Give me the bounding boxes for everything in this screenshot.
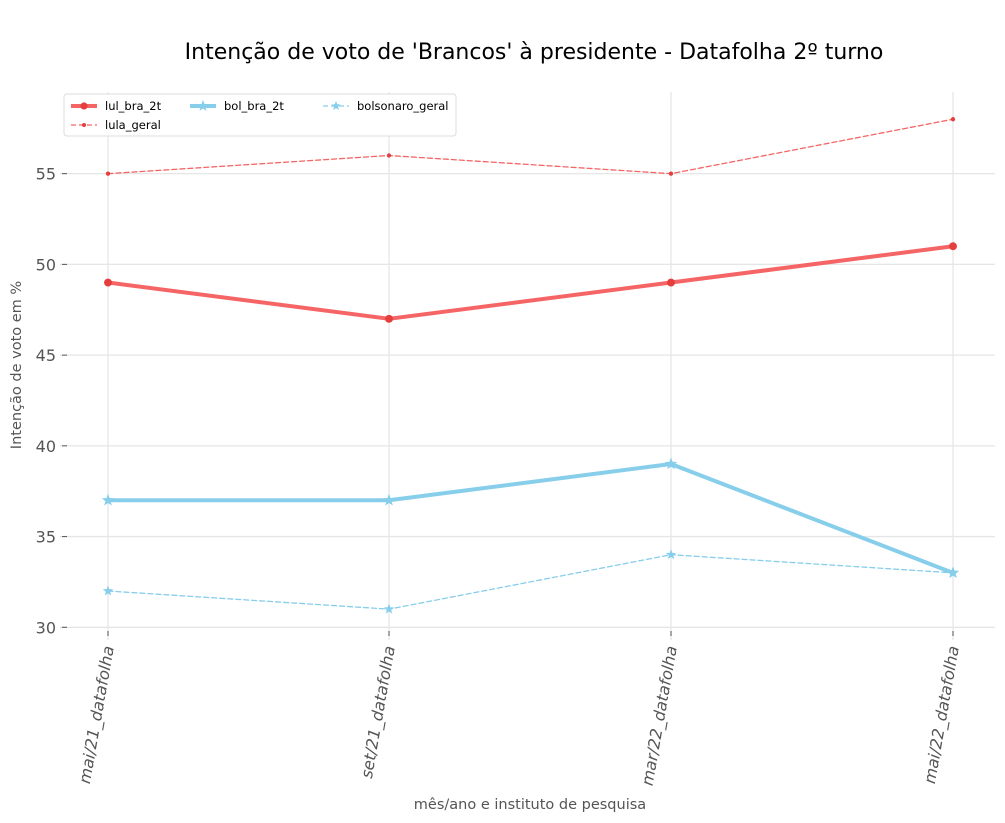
y-tick-label-4: 50 [36,255,56,274]
data-point-lul_bra_2t-0 [104,278,112,287]
series-bol_bra_2t [101,457,960,579]
legend-frame [63,93,457,137]
x-tick-label-2: mar/22_datafolha [638,644,682,787]
x-tick-label-0: mai/21_datafolha [75,644,119,785]
grid [60,92,995,640]
series-line-lul_bra_2t [106,244,955,321]
legend-marker-bol_bra_2t [197,100,209,111]
y-tick-label-1: 35 [36,528,56,547]
data-point-bolsonaro_geral-1 [383,603,395,614]
x-axis-label: mês/ano e instituto de pesquisa [414,797,646,813]
legend-label-bolsonaro_geral: bolsonaro_geral [357,99,449,113]
data-point-bolsonaro_geral-0 [102,585,114,596]
legend-label-bol_bra_2t: bol_bra_2t [224,99,284,113]
data-point-bolsonaro_geral-2 [665,549,677,560]
legend-marker-lul_bra_2t [80,102,88,110]
chart-title: Intenção de voto de 'Brancos' à presiden… [185,40,884,65]
data-point-lula_geral-0 [105,171,111,176]
x-tick-label-3: mai/22_datafolha [920,644,964,785]
data-point-bol_bra_2t-2 [664,457,678,470]
data-point-bol_bra_2t-1 [382,493,396,506]
y-tick-label-5: 55 [36,165,56,184]
series-line-bol_bra_2t [106,461,955,575]
series-lula_geral [105,117,956,176]
data-point-lul_bra_2t-3 [949,242,957,251]
series-bolsonaro_geral [102,549,959,614]
legend-marker-lula_geral [81,122,87,128]
x-tick-label-1: set/21_datafolha [357,644,400,779]
legend: lul_bra_2t lula_geral bol_bra_2t bolsonaro_… [63,93,457,137]
data-point-lula_geral-2 [668,171,674,176]
data-point-lula_geral-3 [950,117,956,122]
data-point-lul_bra_2t-2 [667,278,675,287]
y-tick-label-3: 45 [36,346,56,365]
x-axis-ticks: mai/21_datafolha set/21_datafolha mar/22_d… [75,631,964,787]
y-axis-label: Intenção de voto em % [9,281,25,449]
legend-label-lula_geral: lula_geral [105,118,161,132]
data-point-bol_bra_2t-0 [101,493,115,506]
legend-label-lul_bra_2t: lul_bra_2t [105,99,162,113]
series-line-lula_geral [107,118,954,175]
y-tick-label-0: 30 [36,618,56,637]
data-point-bolsonaro_geral-3 [947,567,959,578]
y-tick-label-2: 40 [36,437,56,456]
data-point-lul_bra_2t-1 [385,314,393,323]
y-axis-ticks: 30 35 40 45 50 55 [36,165,67,637]
series-layer [101,117,960,614]
data-point-lula_geral-1 [386,153,392,158]
series-line-bolsonaro_geral [107,554,954,610]
series-lul_bra_2t [104,242,957,323]
legend-marker-bolsonaro_geral [331,101,341,111]
